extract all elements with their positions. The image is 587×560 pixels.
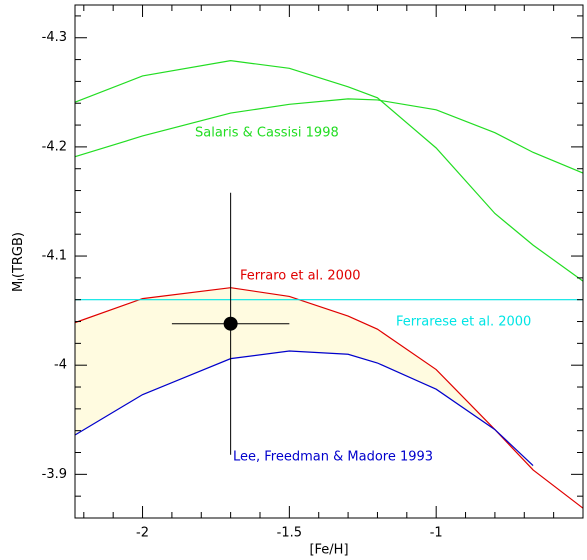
- x-tick-label: -1: [430, 526, 443, 541]
- series-line: [74, 350, 534, 467]
- series-line: [74, 60, 584, 282]
- y-label-rest: (TRGB): [11, 232, 26, 278]
- y-tick-label: -4.3: [42, 30, 67, 45]
- x-tick-label: -2: [136, 526, 149, 541]
- y-tick-label: -4.2: [42, 139, 67, 154]
- y-axis-label: MI(TRGB): [11, 232, 27, 292]
- series-label: Salaris & Cassisi 1998: [195, 126, 339, 141]
- y-label-sub: I: [17, 278, 27, 281]
- y-tick-label: -3.9: [42, 467, 67, 482]
- x-axis-label: [Fe/H]: [309, 543, 348, 558]
- plot-frame: [74, 4, 584, 519]
- series-line: [74, 98, 584, 174]
- x-tick-label: -1.5: [277, 526, 302, 541]
- y-label-main: M: [11, 281, 26, 292]
- series-label: Ferrarese et al. 2000: [396, 315, 531, 330]
- series-label: Ferraro et al. 2000: [240, 269, 361, 284]
- shaded-region: [75, 287, 534, 470]
- series-line: [74, 287, 584, 509]
- y-tick-label: -4: [54, 358, 67, 373]
- data-point: [223, 316, 238, 331]
- series-label: Lee, Freedman & Madore 1993: [233, 450, 433, 465]
- y-tick-label: -4.1: [42, 249, 67, 264]
